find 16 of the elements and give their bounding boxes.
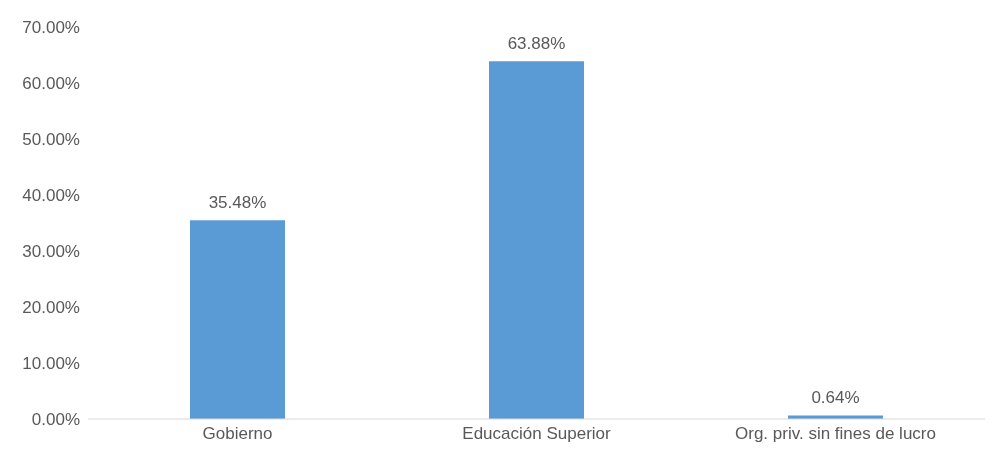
x-tick-label: Org. priv. sin fines de lucro	[735, 424, 936, 444]
y-tick-label: 10.00%	[22, 354, 80, 374]
y-tick-label: 50.00%	[22, 130, 80, 150]
data-label: 63.88%	[507, 34, 566, 54]
y-tick-label: 30.00%	[22, 242, 80, 262]
y-tick-label: 60.00%	[22, 74, 80, 94]
x-tick-label: Gobierno	[202, 424, 273, 444]
y-tick-label: 0.00%	[31, 410, 80, 430]
bar	[190, 220, 285, 419]
data-label: 35.48%	[208, 193, 267, 213]
bar	[489, 61, 584, 419]
y-tick-label: 40.00%	[22, 186, 80, 206]
data-label: 0.64%	[811, 388, 860, 408]
y-tick-label: 70.00%	[22, 18, 80, 38]
y-tick-label: 20.00%	[22, 298, 80, 318]
x-tick-label: Educación Superior	[462, 424, 612, 444]
